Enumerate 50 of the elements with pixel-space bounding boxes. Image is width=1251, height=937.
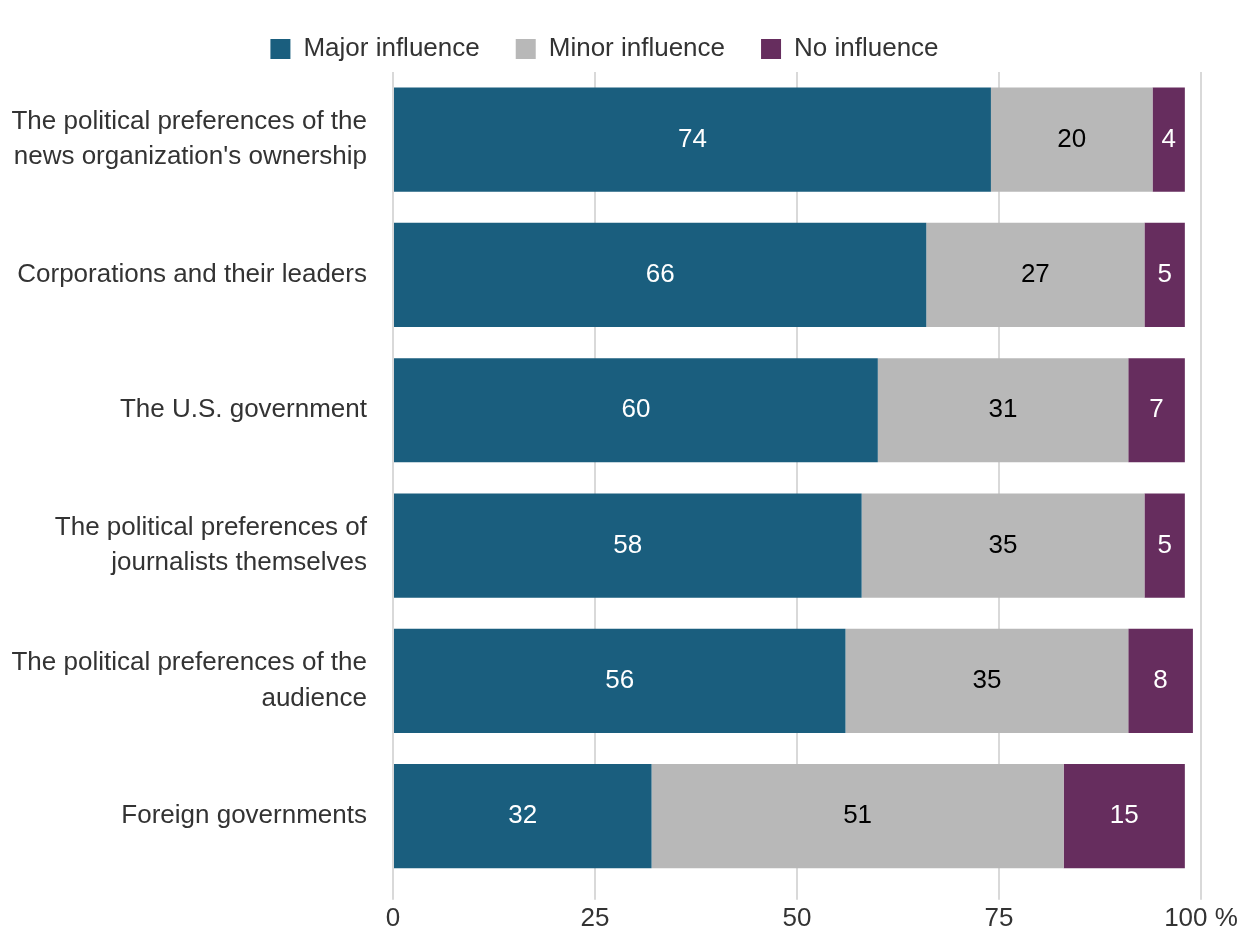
x-tick-label: 75: [984, 901, 1014, 932]
data-label: 35: [988, 528, 1018, 559]
bar: [394, 628, 846, 733]
legend-label: No influence: [794, 32, 939, 63]
bar: [926, 222, 1145, 328]
bar: [861, 493, 1145, 598]
data-label: 58: [613, 528, 643, 559]
legend-label: Minor influence: [548, 32, 726, 63]
bar: [1144, 493, 1185, 598]
data-label: 51: [843, 799, 873, 830]
x-tick-label: 25: [580, 901, 610, 932]
bar: [990, 87, 1153, 192]
bar: [845, 628, 1129, 733]
data-label: 60: [621, 393, 651, 424]
y-tick-label: The political preferences of journalists themselves: [54, 511, 368, 577]
data-label: 74: [678, 122, 707, 153]
bar: [394, 764, 652, 869]
y-tick-label: Foreign governments: [121, 799, 367, 830]
data-label: 4: [1161, 122, 1176, 153]
data-label: 35: [972, 664, 1002, 695]
data-label: 8: [1153, 664, 1168, 695]
bar: [394, 358, 878, 463]
bar: [1144, 222, 1185, 328]
y-tick-label: The political preferences of the news organization's ownership: [11, 105, 367, 171]
bar: [1063, 764, 1185, 869]
x-tick-label: 0: [385, 901, 401, 932]
x-tick-label: 50: [782, 901, 812, 932]
bar: [877, 358, 1129, 463]
data-label: 32: [508, 799, 538, 830]
data-label: 66: [645, 258, 675, 289]
bar: [394, 222, 927, 328]
y-tick-label: The political preferences of the audience: [11, 646, 367, 712]
data-label: 56: [605, 664, 635, 695]
legend-label: Major influence: [303, 32, 480, 63]
bar: [651, 764, 1064, 869]
y-tick-label: The U.S. government: [119, 393, 368, 424]
data-label: 5: [1157, 528, 1172, 559]
data-label: 15: [1109, 799, 1139, 830]
bar: [1152, 87, 1185, 192]
data-label: 20: [1057, 122, 1087, 153]
x-tick-label: 100 %: [1164, 901, 1238, 932]
bar: [394, 87, 991, 192]
data-label: 7: [1149, 393, 1164, 424]
bar: [1128, 628, 1193, 733]
data-label: 5: [1157, 258, 1172, 289]
y-tick-label: Corporations and their leaders: [17, 258, 367, 289]
bar: [394, 493, 862, 598]
data-label: 27: [1020, 258, 1050, 289]
bar: [1128, 358, 1185, 463]
data-label: 31: [988, 393, 1018, 424]
